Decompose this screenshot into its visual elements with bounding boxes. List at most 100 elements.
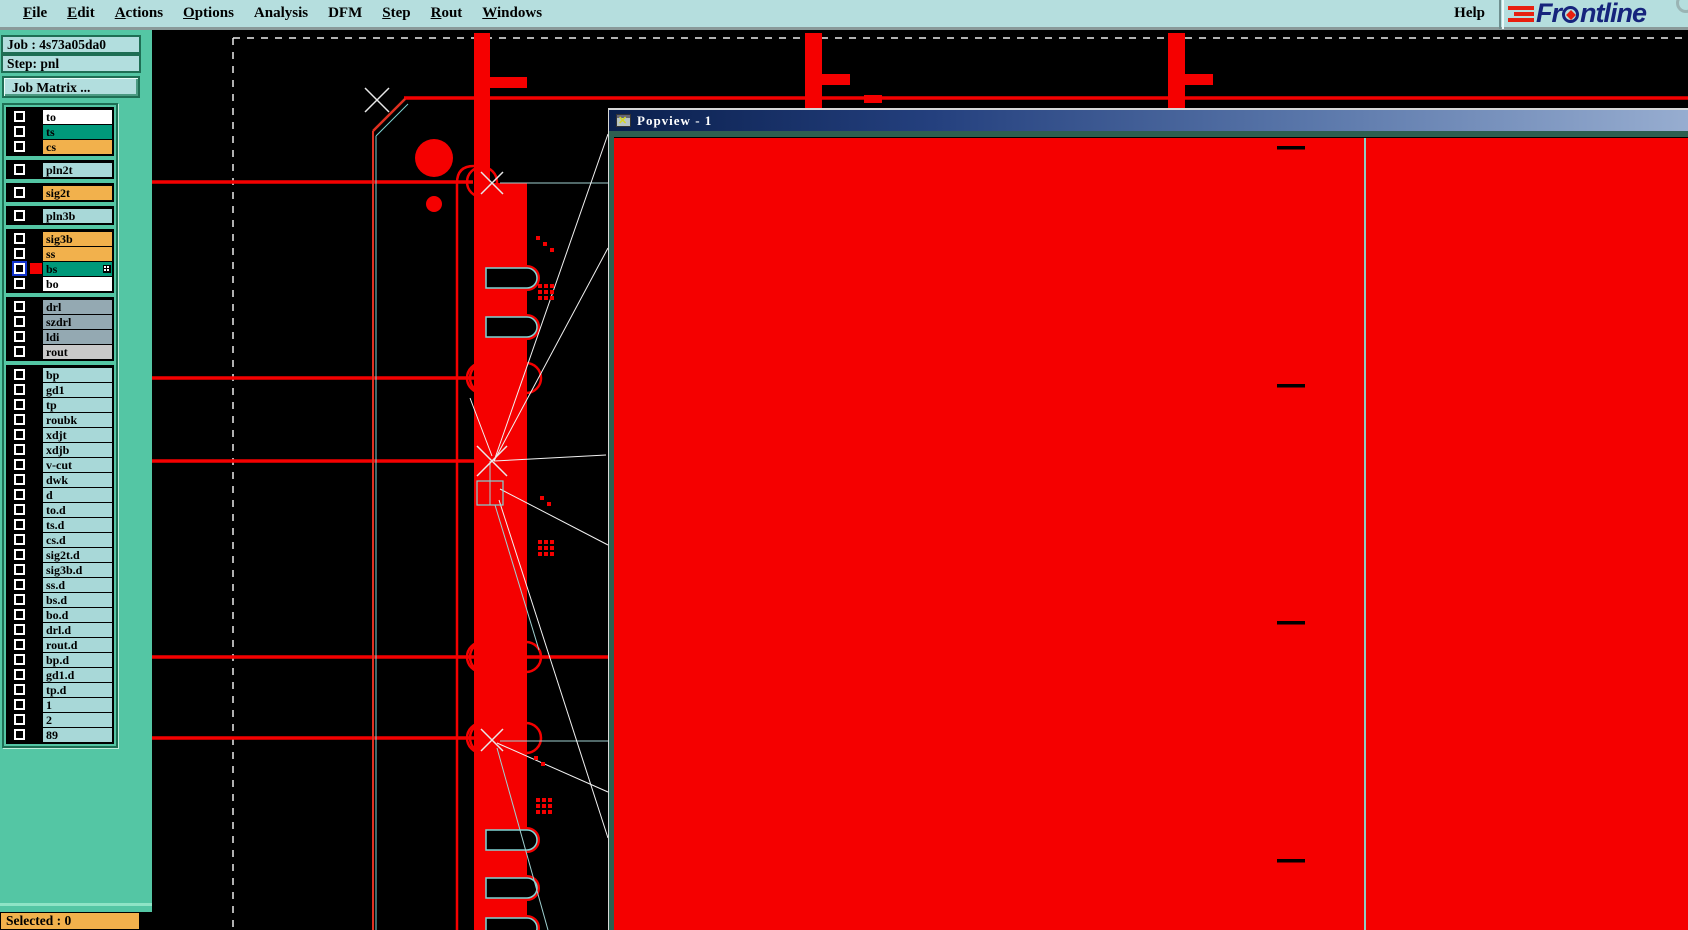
menu-item-dfm[interactable]: DFM <box>328 5 363 21</box>
layer-name-gd1[interactable]: gd1 <box>43 382 112 397</box>
layer-checkbox-pln2t[interactable] <box>8 162 30 177</box>
layer-row-xdjb[interactable]: xdjb <box>8 442 112 457</box>
layer-name-sig3b[interactable]: sig3b <box>43 231 112 246</box>
menu-item-analysis[interactable]: Analysis <box>253 5 309 21</box>
layer-row-sig2t.d[interactable]: sig2t.d <box>8 547 112 562</box>
menu-item-actions[interactable]: Actions <box>114 5 164 21</box>
layer-name-89[interactable]: 89 <box>43 727 112 742</box>
layer-checkbox-gd1.d[interactable] <box>8 667 30 682</box>
job-matrix-button[interactable]: Job Matrix ... <box>2 76 140 98</box>
layer-row-2[interactable]: 2 <box>8 712 112 727</box>
menu-item-file[interactable]: File <box>23 5 48 21</box>
layer-name-xdjt[interactable]: xdjt <box>43 427 112 442</box>
layer-checkbox-bo.d[interactable] <box>8 607 30 622</box>
layer-checkbox-roubk[interactable] <box>8 412 30 427</box>
layer-checkbox-cs.d[interactable] <box>8 532 30 547</box>
layer-row-bs.d[interactable]: bs.d <box>8 592 112 607</box>
layer-row-drl[interactable]: drl <box>8 299 112 314</box>
layer-checkbox-dwk[interactable] <box>8 472 30 487</box>
layer-name-bs.d[interactable]: bs.d <box>43 592 112 607</box>
layer-row-rout.d[interactable]: rout.d <box>8 637 112 652</box>
menu-item-options[interactable]: Options <box>183 5 234 21</box>
layer-row-89[interactable]: 89 <box>8 727 112 742</box>
layer-row-drl.d[interactable]: drl.d <box>8 622 112 637</box>
layer-name-bp[interactable]: bp <box>43 367 112 382</box>
layer-name-gd1.d[interactable]: gd1.d <box>43 667 112 682</box>
layer-name-pln2t[interactable]: pln2t <box>43 162 112 177</box>
layer-name-ss[interactable]: ss <box>43 246 112 261</box>
layer-name-ldi[interactable]: ldi <box>43 329 112 344</box>
layer-row-pln2t[interactable]: pln2t <box>8 162 112 177</box>
layer-checkbox-v-cut[interactable] <box>8 457 30 472</box>
layer-checkbox-pln3b[interactable] <box>8 208 30 223</box>
layer-name-pln3b[interactable]: pln3b <box>43 208 112 223</box>
layer-checkbox-bp[interactable] <box>8 367 30 382</box>
layer-name-bo[interactable]: bo <box>43 276 112 291</box>
layer-checkbox-tp.d[interactable] <box>8 682 30 697</box>
layer-name-bp.d[interactable]: bp.d <box>43 652 112 667</box>
layer-name-1[interactable]: 1 <box>43 697 112 712</box>
layer-row-ss[interactable]: ss <box>8 246 112 261</box>
layer-checkbox-ts[interactable] <box>8 124 30 139</box>
layer-row-bo.d[interactable]: bo.d <box>8 607 112 622</box>
layer-name-roubk[interactable]: roubk <box>43 412 112 427</box>
layer-row-gd1.d[interactable]: gd1.d <box>8 667 112 682</box>
layer-checkbox-ts.d[interactable] <box>8 517 30 532</box>
popview-content[interactable] <box>614 137 1688 930</box>
layer-name-sig2t[interactable]: sig2t <box>43 185 112 200</box>
layer-name-to.d[interactable]: to.d <box>43 502 112 517</box>
layer-checkbox-89[interactable] <box>8 727 30 742</box>
layer-checkbox-sig3b.d[interactable] <box>8 562 30 577</box>
layer-checkbox-sig2t.d[interactable] <box>8 547 30 562</box>
menu-item-rout[interactable]: Rout <box>430 5 463 21</box>
layer-checkbox-to[interactable] <box>8 109 30 124</box>
layer-name-bo.d[interactable]: bo.d <box>43 607 112 622</box>
layer-checkbox-bs[interactable] <box>8 261 30 276</box>
layer-name-dwk[interactable]: dwk <box>43 472 112 487</box>
layer-row-pln3b[interactable]: pln3b <box>8 208 112 223</box>
layer-row-ts.d[interactable]: ts.d <box>8 517 112 532</box>
menu-item-step[interactable]: Step <box>382 5 411 21</box>
layer-name-rout[interactable]: rout <box>43 344 112 359</box>
menu-item-edit[interactable]: Edit <box>67 5 95 21</box>
layer-name-2[interactable]: 2 <box>43 712 112 727</box>
layer-row-xdjt[interactable]: xdjt <box>8 427 112 442</box>
layer-row-szdrl[interactable]: szdrl <box>8 314 112 329</box>
layer-checkbox-bo[interactable] <box>8 276 30 291</box>
layer-name-szdrl[interactable]: szdrl <box>43 314 112 329</box>
layer-checkbox-d[interactable] <box>8 487 30 502</box>
layer-row-tp[interactable]: tp <box>8 397 112 412</box>
layer-row-bp[interactable]: bp <box>8 367 112 382</box>
layer-name-ss.d[interactable]: ss.d <box>43 577 112 592</box>
layer-row-bp.d[interactable]: bp.d <box>8 652 112 667</box>
layer-row-dwk[interactable]: dwk <box>8 472 112 487</box>
layer-name-xdjb[interactable]: xdjb <box>43 442 112 457</box>
layer-name-sig2t.d[interactable]: sig2t.d <box>43 547 112 562</box>
layer-checkbox-drl[interactable] <box>8 299 30 314</box>
layer-checkbox-xdjb[interactable] <box>8 442 30 457</box>
layer-row-roubk[interactable]: roubk <box>8 412 112 427</box>
layer-row-gd1[interactable]: gd1 <box>8 382 112 397</box>
layer-row-tp.d[interactable]: tp.d <box>8 682 112 697</box>
layer-checkbox-sig3b[interactable] <box>8 231 30 246</box>
layer-checkbox-ss[interactable] <box>8 246 30 261</box>
layer-checkbox-1[interactable] <box>8 697 30 712</box>
layer-row-bs[interactable]: bs <box>8 261 112 276</box>
layer-name-to[interactable]: to <box>43 109 112 124</box>
layer-name-tp[interactable]: tp <box>43 397 112 412</box>
layer-checkbox-tp[interactable] <box>8 397 30 412</box>
layer-checkbox-bp.d[interactable] <box>8 652 30 667</box>
layer-row-d[interactable]: d <box>8 487 112 502</box>
layer-checkbox-cs[interactable] <box>8 139 30 154</box>
layer-name-v-cut[interactable]: v-cut <box>43 457 112 472</box>
layer-row-cs[interactable]: cs <box>8 139 112 154</box>
layer-checkbox-ss.d[interactable] <box>8 577 30 592</box>
layer-row-1[interactable]: 1 <box>8 697 112 712</box>
layer-row-rout[interactable]: rout <box>8 344 112 359</box>
layer-checkbox-gd1[interactable] <box>8 382 30 397</box>
layer-checkbox-szdrl[interactable] <box>8 314 30 329</box>
layer-checkbox-bs.d[interactable] <box>8 592 30 607</box>
layer-row-ldi[interactable]: ldi <box>8 329 112 344</box>
layer-row-to.d[interactable]: to.d <box>8 502 112 517</box>
layer-name-tp.d[interactable]: tp.d <box>43 682 112 697</box>
